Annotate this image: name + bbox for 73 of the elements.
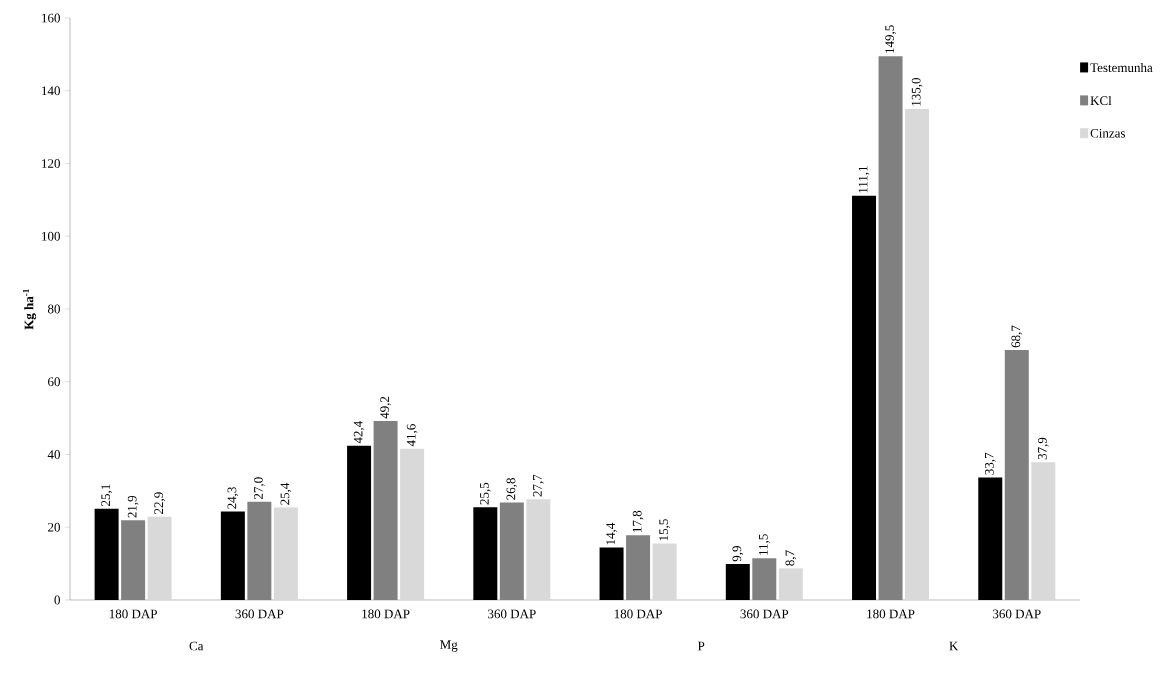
y-tick-label: 0	[54, 595, 60, 605]
data-label: 42,4	[353, 421, 365, 444]
data-label: 135,0	[911, 77, 923, 106]
x-tick-label: 360 DAP	[993, 609, 1041, 619]
legend-label: Testemunha	[1090, 62, 1153, 73]
y-tick-label: 100	[42, 231, 60, 241]
y-tick-label: 120	[42, 159, 60, 168]
y-tick-label: 60	[48, 377, 60, 387]
legend-label: Cinzas	[1090, 128, 1126, 138]
bar	[1004, 350, 1029, 600]
y-tick-label: 160	[42, 13, 60, 23]
bar	[247, 501, 272, 600]
data-label: 41,6	[406, 424, 418, 447]
data-label: 37,9	[1037, 437, 1049, 460]
bar	[220, 511, 245, 600]
bar	[273, 507, 298, 600]
bar	[1031, 462, 1056, 600]
text: P	[697, 641, 705, 651]
y-tick-label: 140	[42, 86, 60, 96]
x-tick-label: 360 DAP	[740, 609, 789, 619]
data-label: 17,8	[632, 510, 644, 532]
data-label: 15,5	[659, 519, 670, 541]
bar	[878, 56, 903, 600]
bar	[373, 421, 398, 600]
y-tick-label: 20	[48, 522, 60, 532]
x-tick-label: 180 DAP	[109, 609, 157, 619]
data-label: 24,3	[227, 487, 239, 509]
data-label: 22,9	[154, 492, 165, 514]
data-label: 25,4	[280, 482, 292, 505]
bar	[778, 568, 803, 600]
bar	[499, 502, 524, 600]
bar	[599, 547, 624, 600]
data-label: 33,7	[984, 452, 996, 475]
data-label: 149,5	[885, 25, 896, 53]
bar	[725, 563, 750, 600]
bar	[347, 445, 372, 600]
y-tick-label: 40	[47, 450, 60, 459]
bar	[752, 558, 777, 600]
bar	[626, 535, 651, 600]
data-label: 21,9	[127, 495, 139, 518]
data-label: 26,8	[506, 478, 518, 500]
x-tick-label: 180 DAP	[867, 609, 915, 619]
x-tick-label: 180 DAP	[362, 609, 410, 619]
bar	[473, 507, 498, 600]
x-tick-label: 360 DAP	[235, 609, 284, 619]
y-tick-label: 80	[47, 304, 60, 314]
data-label: 8,7	[785, 550, 797, 566]
x-tick-label: 360 DAP	[488, 609, 536, 619]
bar	[978, 477, 1003, 600]
data-label: 9,9	[732, 546, 744, 562]
y-axis-title: Kg ha$^{-1}$	[22, 289, 37, 330]
data-label: 68,7	[1011, 325, 1023, 348]
text: Mg	[440, 640, 458, 652]
bar	[121, 520, 146, 600]
x-tick-label: 180 DAP	[614, 609, 662, 619]
data-label: 25,5	[480, 482, 491, 505]
data-label: 27,0	[254, 477, 265, 500]
data-label: 25,1	[101, 484, 112, 506]
bar	[905, 108, 930, 600]
data-label: 11,5	[759, 534, 770, 555]
bar	[852, 195, 877, 600]
data-label: 49,2	[380, 396, 391, 419]
legend-label: KCl	[1090, 95, 1112, 106]
bar	[147, 516, 172, 600]
bar	[400, 448, 425, 600]
data-label: 27,7	[533, 474, 544, 497]
bar	[652, 543, 677, 600]
data-label: 111,1	[858, 166, 870, 193]
bar	[94, 508, 119, 600]
text: Ca	[189, 641, 204, 651]
bar	[526, 499, 551, 600]
data-label: 14,4	[606, 522, 617, 545]
text: K	[949, 641, 959, 651]
